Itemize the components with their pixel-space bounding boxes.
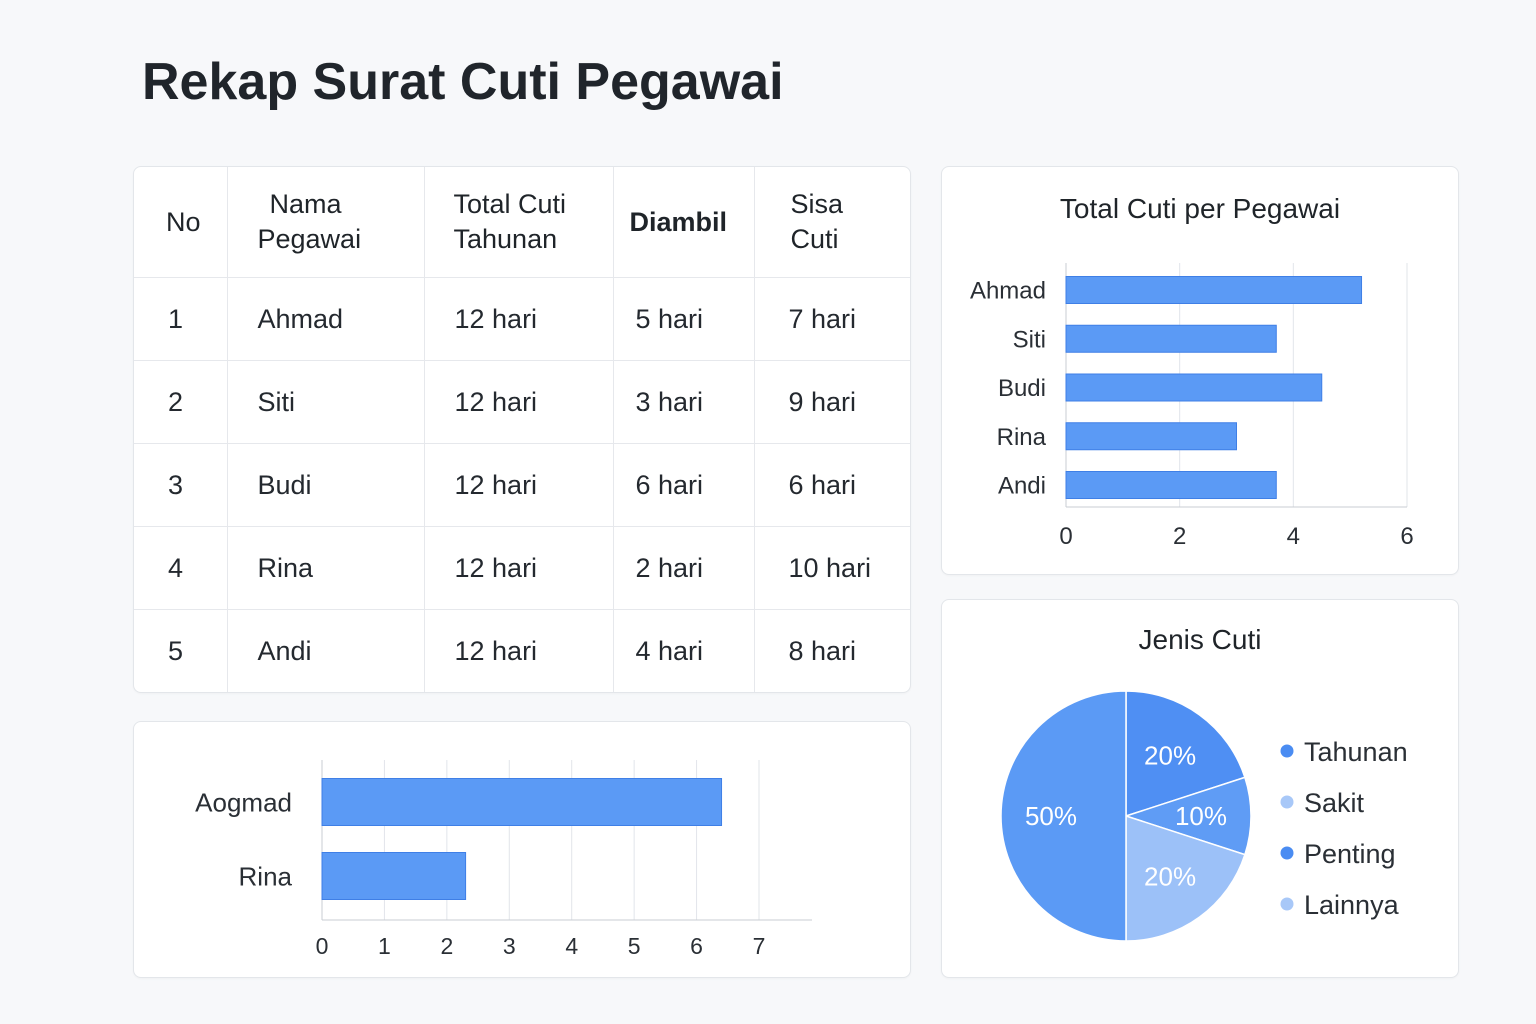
bar	[321, 852, 467, 900]
header-total-line1: Total Cuti	[453, 189, 567, 219]
cell-total: 12 hari	[424, 526, 614, 610]
leave-table: No Nama Pegawai Total Cuti Tahunan Diamb…	[134, 167, 910, 692]
cell-nama: Andi	[227, 609, 425, 692]
pie-slice	[1125, 690, 1246, 818]
header-diambil: Diambil	[613, 167, 755, 278]
header-nama-line1: Nama	[269, 189, 342, 219]
pie-slice	[1000, 690, 1127, 942]
legend-label: Sakit	[1304, 788, 1365, 818]
bar	[1065, 373, 1323, 402]
cell-sisa: 10 hari	[754, 526, 910, 610]
header-nama-line2: Pegawai	[257, 224, 362, 254]
y-category-label: Rina	[997, 424, 1047, 451]
cell-no: 2	[134, 360, 228, 444]
y-category-label: Siti	[1013, 326, 1046, 353]
cell-nama: Siti	[227, 360, 425, 444]
x-tick-label: 7	[753, 933, 766, 959]
bar	[1065, 471, 1277, 499]
header-sisa-line2: Cuti	[790, 224, 839, 254]
header-total-line2: Tahunan	[453, 224, 558, 254]
x-tick-label: 6	[1400, 523, 1413, 550]
legend-swatch	[1280, 897, 1294, 911]
x-tick-label: 5	[628, 933, 641, 959]
cell-diambil: 2 hari	[613, 526, 755, 610]
cell-total: 12 hari	[424, 277, 614, 361]
table-row: 5 Andi 12 hari 4 hari 8 hari	[134, 609, 910, 692]
cell-no: 1	[134, 277, 228, 361]
legend-label: Tahunan	[1304, 737, 1408, 767]
pie-slice-label: 10%	[1175, 801, 1227, 831]
jenis-cuti-chart-title: Jenis Cuti	[1138, 624, 1262, 655]
bottom-bar-chart: 0 1 2 3 4 5 6 7 Aogmad Rina	[195, 760, 812, 959]
cell-diambil: 3 hari	[613, 360, 755, 444]
table-row: 2 Siti 12 hari 3 hari 9 hari	[134, 360, 910, 444]
header-no: No	[134, 167, 228, 278]
x-tick-label: 4	[565, 933, 578, 959]
pie-slice	[1123, 776, 1252, 856]
y-category-label: Ahmad	[970, 278, 1046, 305]
x-tick-label: 1	[378, 933, 391, 959]
y-category-label: Aogmad	[195, 787, 292, 817]
bar	[1065, 324, 1277, 353]
page-title: Rekap Surat Cuti Pegawai	[142, 53, 784, 111]
cell-nama: Budi	[227, 443, 425, 527]
cell-diambil: 5 hari	[613, 277, 755, 361]
total-cuti-chart-card: Total Cuti per Pegawai 0 2 4 6 Ahmad Siti Budi…	[941, 166, 1459, 575]
cell-nama: Rina	[227, 526, 425, 610]
bar	[1065, 422, 1237, 451]
cell-total: 12 hari	[424, 443, 614, 527]
bottom-bar-chart-card: 0 1 2 3 4 5 6 7 Aogmad Rina	[133, 721, 911, 978]
x-tick-label: 4	[1287, 523, 1300, 550]
total-cuti-chart: 0 2 4 6 Ahmad Siti Budi Rina Andi	[970, 263, 1414, 550]
table-header-row: No Nama Pegawai Total Cuti Tahunan Diamb…	[134, 167, 910, 278]
leave-table-card: No Nama Pegawai Total Cuti Tahunan Diamb…	[133, 166, 911, 693]
header-sisa-line1: Sisa	[790, 189, 844, 219]
cell-no: 3	[134, 443, 228, 527]
x-tick-label: 0	[316, 933, 329, 959]
y-category-label: Budi	[998, 375, 1046, 402]
x-tick-label: 6	[690, 933, 703, 959]
legend-label: Lainnya	[1304, 890, 1400, 920]
x-tick-label: 2	[440, 933, 453, 959]
jenis-cuti-chart: 20% 10% 20% 50% Tahunan Sakit Penting Lainnya	[1000, 690, 1408, 942]
pie-slice-label: 50%	[1025, 801, 1077, 831]
cell-diambil: 4 hari	[613, 609, 755, 692]
cell-total: 12 hari	[424, 609, 614, 692]
pie-slice-label: 20%	[1144, 862, 1196, 892]
bar	[321, 778, 723, 826]
cell-no: 4	[134, 526, 228, 610]
table-row: 3 Budi 12 hari 6 hari 6 hari	[134, 443, 910, 527]
legend-swatch	[1280, 744, 1294, 758]
cell-sisa: 7 hari	[754, 277, 910, 361]
header-nama: Nama Pegawai	[227, 167, 425, 278]
table-row: 1 Ahmad 12 hari 5 hari 7 hari	[134, 277, 910, 361]
bar	[1065, 276, 1363, 304]
cell-sisa: 8 hari	[788, 635, 857, 666]
cell-no: 5	[134, 609, 228, 692]
header-sisa: Sisa Cuti	[754, 167, 910, 278]
pie-slice	[1125, 814, 1246, 942]
cell-sisa: 9 hari	[754, 360, 910, 444]
cell-diambil: 6 hari	[613, 443, 755, 527]
pie-slice-label: 20%	[1144, 740, 1196, 770]
table-row: 4 Rina 12 hari 2 hari 10 hari	[134, 526, 910, 610]
legend-label: Penting	[1304, 839, 1396, 869]
x-tick-label: 2	[1173, 523, 1186, 550]
x-tick-label: 0	[1059, 523, 1072, 550]
y-category-label: Andi	[998, 473, 1046, 500]
jenis-cuti-chart-card: Jenis Cuti 20% 10% 20% 50% Tahunan Sakit Penti…	[941, 599, 1459, 978]
y-category-label: Rina	[239, 861, 293, 891]
legend-swatch	[1280, 795, 1294, 809]
cell-sisa: 6 hari	[754, 443, 910, 527]
cell-total: 12 hari	[424, 360, 614, 444]
cell-nama: Ahmad	[227, 277, 425, 361]
total-cuti-chart-title: Total Cuti per Pegawai	[1059, 193, 1341, 224]
legend-swatch	[1280, 846, 1294, 860]
x-tick-label: 3	[503, 933, 516, 959]
header-total: Total Cuti Tahunan	[424, 167, 614, 278]
